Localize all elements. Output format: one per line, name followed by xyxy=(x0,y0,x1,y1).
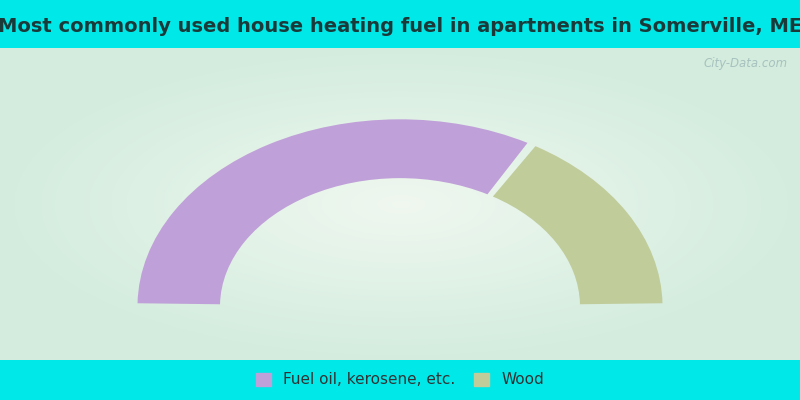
Wedge shape xyxy=(493,146,662,304)
Legend: Fuel oil, kerosene, etc., Wood: Fuel oil, kerosene, etc., Wood xyxy=(250,366,550,394)
Text: Most commonly used house heating fuel in apartments in Somerville, ME: Most commonly used house heating fuel in… xyxy=(0,17,800,36)
Text: City-Data.com: City-Data.com xyxy=(703,57,787,70)
Wedge shape xyxy=(138,119,527,304)
